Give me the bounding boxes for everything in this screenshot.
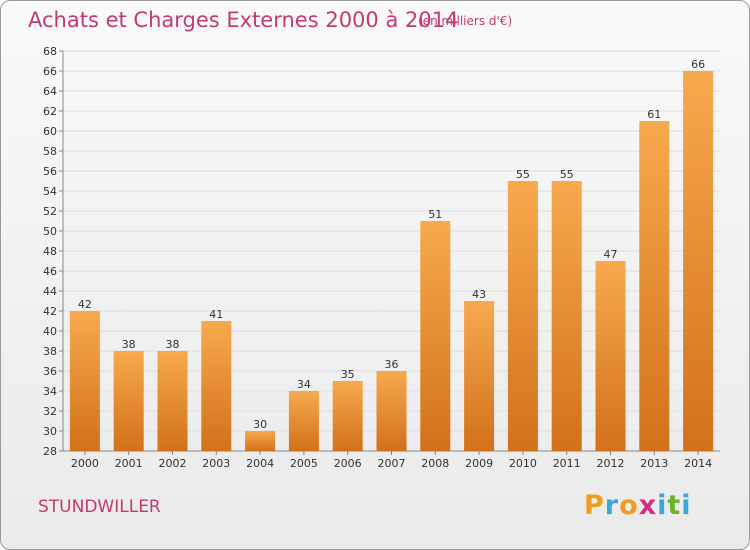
logo-letter: i [681,490,692,521]
y-tick-label: 64 [43,85,57,98]
bar-2006 [332,381,363,451]
data-label: 35 [341,368,355,381]
data-label: 43 [472,288,486,301]
commune-name: STUNDWILLER [38,497,161,517]
data-label: 38 [122,338,136,351]
logo-letter: o [619,490,639,521]
bars [69,71,714,451]
bar-2004 [245,431,276,451]
bar-2002 [157,351,188,451]
x-tick-label: 2002 [159,457,187,470]
x-tick-label: 2010 [509,457,537,470]
x-tick-label: 2013 [640,457,668,470]
x-tick-label: 2007 [378,457,406,470]
proxiti-logo[interactable]: Proxiti [584,490,692,521]
y-tick-label: 54 [43,185,57,198]
y-tick-label: 58 [43,145,57,158]
x-tick-label: 2012 [597,457,625,470]
x-tick-label: 2003 [202,457,230,470]
bar-2000 [69,311,100,451]
data-label: 55 [560,168,574,181]
y-tick-label: 52 [43,205,57,218]
x-tick-label: 2014 [684,457,712,470]
y-tick-label: 42 [43,305,57,318]
data-label: 61 [647,108,661,121]
y-tick-label: 28 [43,445,57,458]
y-tick-label: 48 [43,245,57,258]
bar-2003 [201,321,232,451]
bar-2001 [113,351,144,451]
logo-letter: i [657,490,668,521]
y-tick-label: 40 [43,325,57,338]
bar-2007 [376,371,407,451]
bar-2014 [683,71,714,451]
bar-2005 [288,391,319,451]
x-tick-label: 2001 [115,457,143,470]
y-tick-label: 30 [43,425,57,438]
data-label: 47 [604,248,618,261]
y-tick-label: 68 [43,45,57,58]
chart-title: Achats et Charges Externes 2000 à 2014 [28,8,459,32]
y-tick-label: 60 [43,125,57,138]
data-label: 41 [209,308,223,321]
data-labels: 42 38 38 41 30 34 35 36 51 43 55 55 47 61 66 [78,58,705,431]
y-tick-label: 44 [43,285,57,298]
logo-letter: P [584,490,605,521]
y-tick-label: 50 [43,225,57,238]
y-tick-label: 32 [43,405,57,418]
bar-2011 [551,181,582,451]
data-label: 30 [253,418,267,431]
data-label: 34 [297,378,311,391]
chart-subtitle: (en milliers d'€) [418,14,513,28]
y-tick-label: 38 [43,345,57,358]
bar-2008 [420,221,451,451]
x-tick-label: 2009 [465,457,493,470]
y-tick-label: 36 [43,365,57,378]
x-tick-label: 2011 [553,457,581,470]
y-tick-label: 66 [43,65,57,78]
bar-2009 [464,301,495,451]
data-label: 38 [166,338,180,351]
y-tick-label: 46 [43,265,57,278]
data-label: 66 [691,58,705,71]
logo-letter: t [667,490,682,521]
x-tick-label: 2006 [334,457,362,470]
bar-2012 [595,261,626,451]
y-tick-label: 62 [43,105,57,118]
x-tick-label: 2008 [421,457,449,470]
bar-2013 [639,121,670,451]
data-label: 36 [385,358,399,371]
x-tick-label: 2005 [290,457,318,470]
bar-2010 [507,181,538,451]
data-label: 51 [428,208,442,221]
data-label: 42 [78,298,92,311]
data-label: 55 [516,168,530,181]
y-tick-label: 56 [43,165,57,178]
logo-letter: x [638,490,658,521]
x-tick-label: 2000 [71,457,99,470]
logo-letter: r [604,490,620,521]
y-tick-label: 34 [43,385,57,398]
x-tick-label: 2004 [246,457,274,470]
